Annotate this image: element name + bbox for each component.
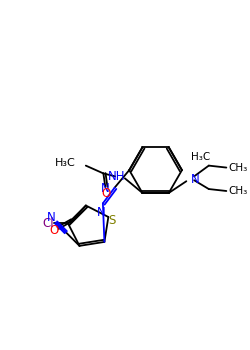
Text: CH₃: CH₃ — [228, 186, 248, 196]
Text: N: N — [191, 173, 200, 186]
Text: N: N — [101, 182, 110, 195]
Text: N: N — [47, 211, 56, 224]
Text: Cl: Cl — [43, 217, 54, 230]
Text: O: O — [49, 224, 58, 237]
Text: N: N — [96, 205, 105, 219]
Text: CH₃: CH₃ — [228, 162, 248, 173]
Text: S: S — [108, 215, 116, 228]
Text: NH: NH — [108, 170, 126, 183]
Text: O: O — [102, 187, 111, 201]
Text: H₃C: H₃C — [55, 158, 76, 168]
Text: H₃C: H₃C — [191, 152, 210, 162]
